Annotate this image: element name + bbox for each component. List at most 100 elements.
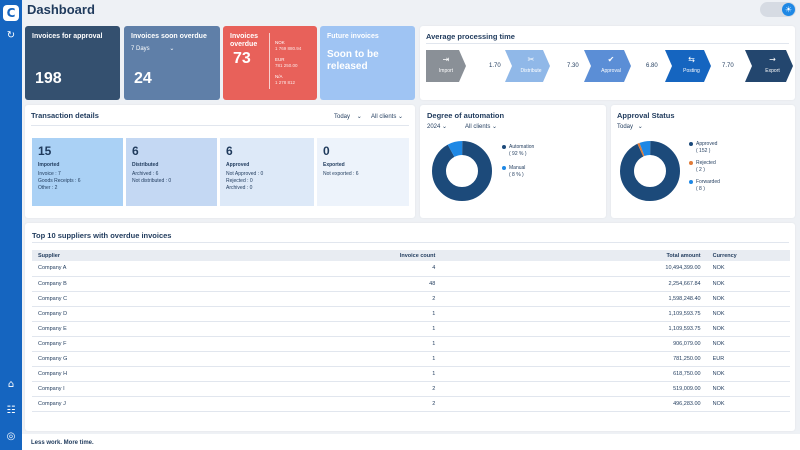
period-select[interactable]: 7 Days ⌄	[131, 45, 213, 52]
legend-label: Automation	[509, 144, 535, 150]
breakdown-line: Other : 2	[38, 185, 58, 191]
clients-select[interactable]: All clients ⌄	[465, 123, 497, 130]
invoice-count-cell: 1	[259, 366, 442, 382]
step-label: Approval	[601, 68, 621, 74]
invoice-count-cell: 2	[259, 381, 442, 397]
chevron-down-icon: ⌄	[169, 46, 175, 52]
legend-dot	[502, 144, 506, 149]
legend-value: ( 152 )	[696, 148, 711, 154]
currency-cell: EUR	[706, 351, 790, 367]
flow-step-export	[745, 50, 793, 82]
breakdown-line: Goods Receipts : 6	[38, 178, 81, 184]
flow-time: 6.80	[646, 63, 658, 69]
transaction-count: 6	[132, 144, 139, 158]
card-title: Approval Status	[617, 111, 675, 120]
legend-rejected: Rejected	[689, 160, 720, 167]
kpi-invoices-overdue[interactable]: Invoices overdue 73 NOK 1 769 880.94 EUR…	[223, 26, 317, 100]
table-row[interactable]: Company C 2 1,598,248.40 NOK	[32, 291, 790, 307]
chevron-down-icon: ⌄	[442, 124, 448, 130]
step-label: Import	[438, 68, 454, 74]
period-select[interactable]: Today ⌄	[334, 113, 362, 120]
period-select[interactable]: Today ⌄	[617, 123, 643, 130]
total-amount-cell: 906,079.00	[441, 336, 707, 352]
transaction-box-imported[interactable]: 15 Imported Invoice : 7 Goods Receipts :…	[32, 138, 123, 206]
table-row[interactable]: Company B 48 2,254,667.84 NOK	[32, 276, 790, 292]
column-header-supplier[interactable]: Supplier	[32, 250, 260, 261]
supplier-cell: Company B	[32, 276, 260, 292]
total-amount-cell: 781,250.00	[441, 351, 707, 367]
table-row[interactable]: Company A 4 10,494,399.00 NOK	[32, 261, 790, 277]
table-row[interactable]: Company F 1 906,079.00 NOK	[32, 336, 790, 352]
user-icon[interactable]: ◎	[6, 431, 16, 442]
breakdown-line: Not exported : 6	[323, 171, 359, 177]
card-title: Average processing time	[426, 32, 515, 41]
flow-time: 7.70	[722, 63, 734, 69]
refresh-icon[interactable]: ↻	[6, 30, 16, 41]
kpi-invoices-soon-overdue[interactable]: Invoices soon overdue 7 Days ⌄ 24	[124, 26, 220, 100]
step-label: Distribute	[520, 68, 542, 74]
invoice-count-cell: 2	[259, 291, 442, 307]
transaction-breakdown: Not exported : 6	[323, 171, 403, 178]
flow-step-export-label: → Export	[752, 50, 793, 82]
footer-bar	[22, 434, 800, 450]
legend-value: ( 2 )	[696, 167, 705, 173]
theme-toggle[interactable]: ☀	[760, 2, 796, 17]
breakdown-line: Invoice : 7	[38, 171, 61, 177]
period-value: 7 Days	[131, 46, 150, 52]
flow-step-distribute	[505, 50, 550, 82]
apps-grid-icon[interactable]: ☷	[6, 405, 16, 416]
table-row[interactable]: Company I 2 519,009.00 NOK	[32, 381, 790, 397]
year-select[interactable]: 2024 ⌄	[427, 123, 447, 130]
legend-value: ( 8 )	[696, 186, 705, 192]
table-row[interactable]: Company H 1 618,750.00 NOK	[32, 366, 790, 382]
flow-step-posting	[665, 50, 711, 82]
flow-step-import	[426, 50, 466, 82]
main-area: Dashboard ☀ Invoices for approval 198 In…	[22, 0, 800, 450]
check-icon: ✔	[607, 55, 615, 64]
page-title: Dashboard	[27, 2, 95, 17]
column-header-invoice-count[interactable]: Invoice count	[259, 250, 442, 261]
invoice-count-cell: 1	[259, 321, 442, 337]
legend-dot	[502, 165, 506, 170]
column-header-total-amount[interactable]: Total amount	[441, 250, 707, 261]
transaction-count: 15	[38, 144, 52, 158]
step-label: Export	[765, 68, 780, 74]
currency-cell: NOK	[706, 261, 790, 277]
total-amount-cell: 618,750.00	[441, 366, 707, 382]
total-amount-cell: 519,009.00	[441, 381, 707, 397]
table-row[interactable]: Company D 1 1,109,593.75 NOK	[32, 306, 790, 322]
automation-slice-0	[432, 141, 492, 201]
kpi-future-invoices[interactable]: Future invoices Soon to be released	[320, 26, 415, 100]
transaction-count: 6	[226, 144, 233, 158]
kpi-title: Invoices for approval	[32, 33, 103, 40]
breakdown-line: Not Approved : 0	[226, 171, 264, 177]
table-row[interactable]: Company G 1 781,250.00 EUR	[32, 351, 790, 367]
approval-status-card: Approval Status	[611, 105, 795, 218]
currency-cell: NOK	[706, 291, 790, 307]
invoice-count-cell: 1	[259, 306, 442, 322]
total-amount-cell: 2,254,667.84	[441, 276, 707, 292]
import-icon: ⇥	[442, 55, 450, 64]
chevron-down-icon: ⌄	[637, 124, 643, 130]
table-row[interactable]: Company J 2 496,283.00 NOK	[32, 396, 790, 412]
legend-automation: Automation	[502, 144, 534, 151]
transaction-box-distributed[interactable]: 6 Distributed Archived : 6 Not distribut…	[126, 138, 217, 206]
bell-icon[interactable]: ⌂	[7, 379, 15, 390]
toggle-icon: ☀	[782, 3, 795, 16]
card-title: Transaction details	[31, 111, 99, 120]
column-header-currency[interactable]: Currency	[706, 250, 790, 261]
transaction-label: Imported	[38, 162, 60, 168]
flow-step-posting-label: ⇆ Posting	[672, 50, 711, 82]
kpi-invoices-for-approval[interactable]: Invoices for approval 198	[25, 26, 120, 100]
supplier-cell: Company J	[32, 396, 260, 412]
legend-dot	[689, 160, 693, 165]
kpi-title: Invoices soon overdue	[131, 33, 207, 40]
clients-select[interactable]: All clients ⌄	[371, 113, 403, 120]
legend-value: ( 92 % )	[509, 151, 527, 157]
legend-label: Rejected	[696, 160, 716, 166]
distribute-icon: ✂	[527, 55, 535, 64]
table-row[interactable]: Company E 1 1,109,593.75 NOK	[32, 321, 790, 337]
transaction-box-approved[interactable]: 6 Approved Not Approved : 0 Rejected : 0…	[220, 138, 314, 206]
transaction-box-exported[interactable]: 0 Exported Not exported : 6	[317, 138, 409, 206]
processing-flow	[426, 50, 793, 82]
